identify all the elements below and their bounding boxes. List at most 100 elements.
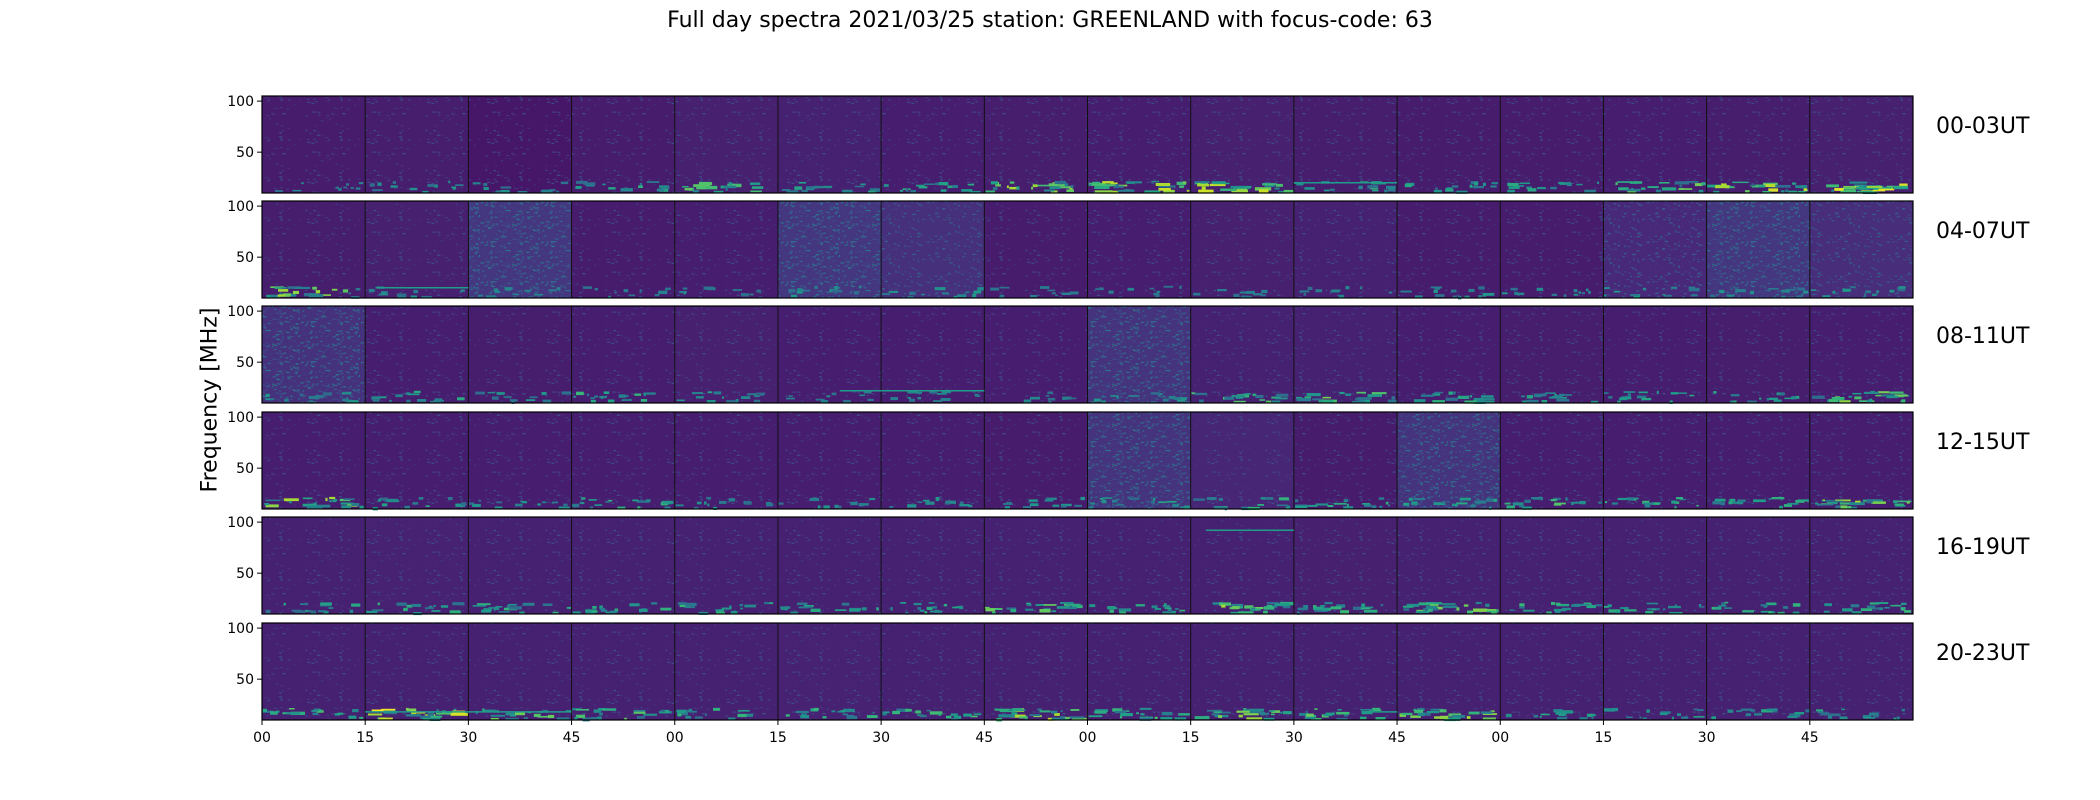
rfi-mark bbox=[277, 294, 286, 297]
rfi-mark bbox=[1340, 610, 1349, 614]
row-ut-label: 12-15UT bbox=[1936, 430, 2030, 455]
rfi-mark bbox=[905, 611, 909, 615]
rfi-mark bbox=[461, 289, 465, 293]
spectrum-noise bbox=[777, 517, 882, 614]
rfi-mark bbox=[1356, 391, 1366, 394]
rfi-mark bbox=[1012, 708, 1023, 712]
rfi-mark bbox=[1726, 294, 1735, 297]
rfi-mark bbox=[1513, 502, 1524, 506]
rfi-mark bbox=[1172, 503, 1180, 508]
rfi-mark bbox=[1153, 292, 1160, 296]
rfi-mark bbox=[1507, 183, 1519, 187]
rfi-mark bbox=[1760, 604, 1769, 607]
rfi-mark bbox=[645, 499, 651, 503]
rfi-mark bbox=[728, 717, 736, 720]
rfi-mark bbox=[421, 295, 432, 298]
spectrum-noise bbox=[571, 412, 675, 509]
rfi-mark bbox=[814, 285, 818, 289]
rfi-mark bbox=[453, 709, 457, 712]
rfi-mark bbox=[1817, 711, 1825, 714]
rfi-mark bbox=[1009, 186, 1019, 190]
rfi-mark bbox=[1158, 393, 1161, 397]
rfi-mark bbox=[1434, 294, 1445, 297]
rfi-mark bbox=[358, 182, 364, 185]
rfi-mark bbox=[448, 497, 453, 501]
rfi-mark bbox=[1821, 500, 1835, 502]
rfi-mark bbox=[1578, 291, 1582, 294]
rfi-mark bbox=[1869, 602, 1880, 605]
rfi-mark bbox=[1712, 606, 1722, 610]
rfi-mark bbox=[1859, 400, 1875, 402]
rfi-mark bbox=[1795, 295, 1803, 298]
spectrum-noise bbox=[674, 201, 778, 298]
rfi-mark bbox=[377, 602, 380, 606]
rfi-mark bbox=[1898, 286, 1906, 289]
rfi-mark bbox=[1080, 496, 1085, 501]
rfi-mark bbox=[860, 183, 866, 186]
rfi-mark bbox=[1751, 184, 1763, 188]
rfi-mark bbox=[853, 291, 859, 295]
rfi-mark bbox=[938, 712, 941, 716]
rfi-mark bbox=[541, 189, 553, 193]
rfi-mark bbox=[1641, 397, 1652, 401]
rfi-mark bbox=[917, 501, 923, 503]
rfi-mark bbox=[1304, 717, 1316, 720]
spectrum-noise bbox=[1087, 517, 1191, 614]
rfi-mark bbox=[350, 187, 354, 189]
rfi-mark bbox=[934, 609, 939, 613]
rfi-mark bbox=[794, 186, 803, 190]
rfi-mark bbox=[1737, 499, 1746, 502]
rfi-mark bbox=[599, 605, 603, 609]
rfi-mark bbox=[599, 395, 607, 399]
rfi-mark bbox=[1006, 501, 1012, 504]
rfi-mark bbox=[890, 397, 898, 401]
rfi-mark bbox=[1877, 391, 1890, 394]
x-tick-label: 15 bbox=[769, 730, 787, 746]
rfi-mark bbox=[1295, 505, 1308, 508]
rfi-mark bbox=[1758, 184, 1766, 188]
rfi-mark bbox=[368, 288, 375, 293]
rfi-mark bbox=[529, 396, 538, 399]
rfi-mark bbox=[332, 499, 337, 503]
rfi-mark bbox=[608, 295, 611, 299]
rfi-mark bbox=[478, 499, 482, 502]
rfi-mark bbox=[1674, 181, 1690, 185]
rfi-mark bbox=[1510, 287, 1518, 291]
rfi-mark bbox=[308, 395, 320, 400]
rfi-mark bbox=[1150, 392, 1160, 395]
rfi-mark bbox=[496, 392, 505, 395]
rfi-mark bbox=[941, 391, 951, 394]
rfi-mark bbox=[1872, 293, 1877, 296]
rfi-mark bbox=[1247, 711, 1262, 714]
spectrum-noise bbox=[1087, 96, 1191, 193]
rfi-mark bbox=[1044, 189, 1055, 192]
rfi-mark bbox=[520, 500, 527, 503]
rfi-mark bbox=[292, 189, 302, 192]
rfi-mark bbox=[1231, 395, 1245, 398]
rfi-mark bbox=[430, 400, 442, 403]
rfi-mark bbox=[1265, 400, 1272, 403]
rfi-mark bbox=[826, 395, 831, 398]
rfi-mark bbox=[324, 505, 327, 508]
rfi-mark bbox=[340, 502, 354, 505]
rfi-mark bbox=[1372, 189, 1379, 192]
rfi-mark bbox=[1057, 186, 1073, 189]
rfi-mark bbox=[1797, 190, 1806, 194]
rfi-mark bbox=[1589, 603, 1593, 606]
rfi-mark bbox=[1417, 708, 1425, 711]
rfi-mark bbox=[1646, 602, 1659, 605]
rfi-mark bbox=[493, 606, 500, 610]
rfi-mark bbox=[331, 288, 338, 291]
rfi-mark bbox=[1671, 716, 1675, 720]
spectrum-noise bbox=[1397, 201, 1501, 298]
rfi-mark bbox=[628, 294, 636, 297]
rfi-mark bbox=[1009, 181, 1015, 184]
rfi-mark bbox=[289, 708, 295, 710]
rfi-mark bbox=[599, 607, 606, 611]
spectrum-noise bbox=[1500, 623, 1604, 720]
rfi-mark bbox=[1787, 502, 1799, 505]
rfi-mark bbox=[1330, 606, 1342, 610]
rfi-mark bbox=[1056, 606, 1071, 609]
spectrum-noise bbox=[1190, 306, 1294, 403]
rfi-mark bbox=[278, 289, 289, 292]
